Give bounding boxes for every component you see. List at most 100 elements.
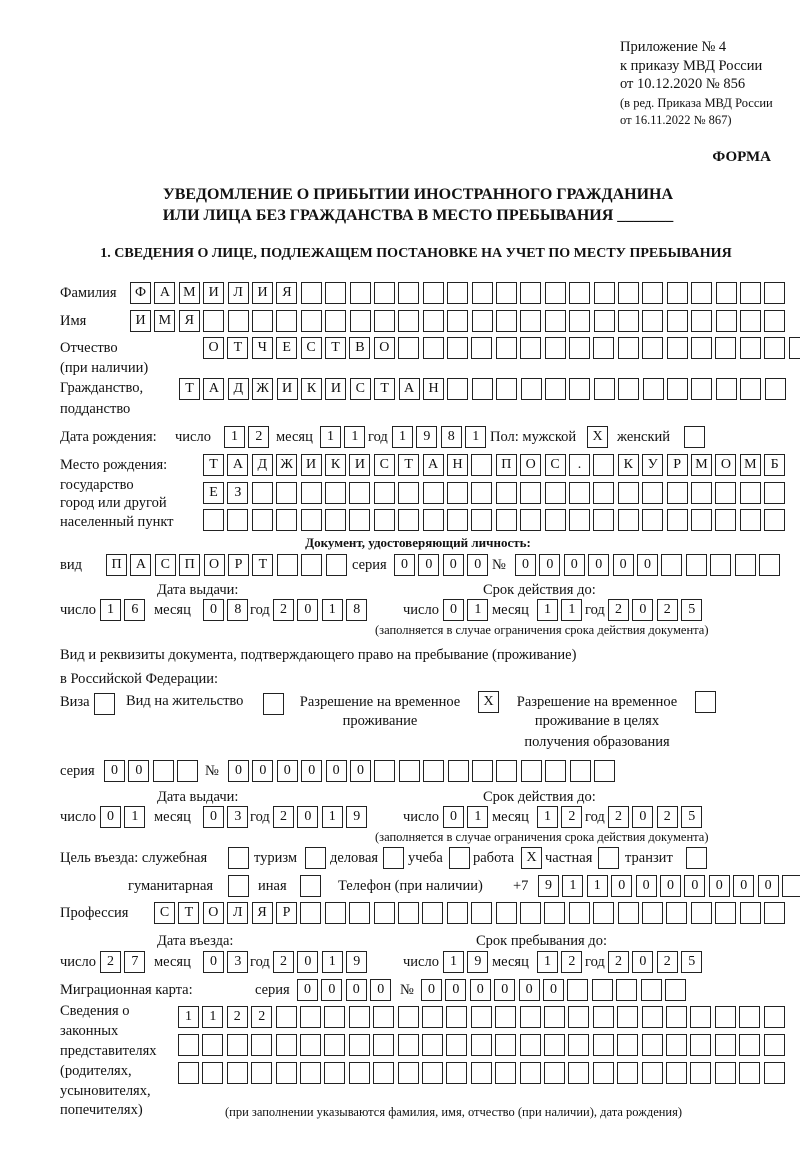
purpose-work-checkbox[interactable]: X (521, 847, 545, 869)
char-box[interactable] (202, 1034, 224, 1056)
char-box[interactable] (374, 760, 396, 782)
char-box[interactable] (470, 1006, 492, 1028)
char-box[interactable]: Т (179, 378, 200, 400)
char-box[interactable] (691, 482, 712, 504)
char-box[interactable] (447, 509, 468, 531)
char-box[interactable] (642, 282, 664, 304)
char-box[interactable] (398, 760, 420, 782)
char-box[interactable]: О (203, 554, 225, 576)
char-box[interactable] (422, 902, 444, 924)
char-box[interactable] (276, 310, 298, 332)
char-box[interactable] (715, 310, 737, 332)
char-box[interactable] (422, 1034, 443, 1056)
char-box[interactable] (447, 378, 469, 400)
char-box[interactable] (373, 1062, 395, 1084)
char-box[interactable]: 2 (226, 1006, 248, 1028)
char-box[interactable] (691, 282, 713, 304)
char-box[interactable] (519, 1062, 541, 1084)
char-box[interactable]: И (300, 454, 322, 476)
char-box[interactable]: 1 (537, 951, 558, 973)
char-box[interactable] (471, 378, 493, 400)
purpose-other-checkbox[interactable] (300, 875, 324, 897)
char-box[interactable]: В (349, 337, 371, 359)
char-box[interactable] (251, 482, 273, 504)
char-box[interactable]: 5 (681, 806, 703, 828)
char-box[interactable]: 0 (684, 875, 706, 897)
char-box[interactable] (471, 902, 493, 924)
char-box[interactable]: Б (764, 454, 786, 476)
char-box[interactable] (593, 454, 615, 476)
char-box[interactable]: К (617, 454, 639, 476)
char-box[interactable] (666, 902, 688, 924)
birthplace-field-3[interactable] (203, 509, 789, 531)
char-box[interactable] (592, 1006, 614, 1028)
char-box[interactable] (666, 1034, 687, 1056)
char-box[interactable] (617, 1006, 639, 1028)
char-box[interactable] (447, 760, 469, 782)
char-box[interactable] (684, 426, 705, 448)
char-box[interactable]: 2 (656, 599, 678, 621)
char-box[interactable] (325, 282, 347, 304)
char-box[interactable]: 2 (608, 951, 629, 973)
char-box[interactable] (373, 1034, 395, 1056)
char-box[interactable] (782, 875, 800, 897)
char-box[interactable] (349, 482, 371, 504)
char-box[interactable]: 1 (321, 951, 343, 973)
char-box[interactable]: 1 (124, 806, 146, 828)
char-box[interactable] (324, 1034, 346, 1056)
char-box[interactable] (641, 1062, 663, 1084)
char-box[interactable]: 1 (100, 599, 121, 621)
char-box[interactable] (642, 902, 663, 924)
char-box[interactable]: 1 (467, 599, 489, 621)
char-box[interactable]: А (422, 454, 444, 476)
char-box[interactable]: 0 (443, 806, 464, 828)
char-box[interactable]: 0 (660, 875, 681, 897)
char-box[interactable] (275, 1034, 297, 1056)
char-box[interactable]: 0 (611, 875, 633, 897)
char-box[interactable] (764, 482, 786, 504)
char-box[interactable] (423, 760, 445, 782)
char-box[interactable]: 2 (251, 1006, 273, 1028)
char-box[interactable]: П (495, 454, 517, 476)
char-box[interactable] (666, 1006, 687, 1028)
char-box[interactable]: 0 (370, 979, 392, 1001)
char-box[interactable]: Ж (276, 454, 298, 476)
char-box[interactable] (228, 875, 249, 897)
char-box[interactable] (616, 979, 638, 1001)
char-box[interactable] (592, 1062, 614, 1084)
char-box[interactable] (685, 554, 707, 576)
char-box[interactable] (495, 1034, 517, 1056)
char-box[interactable] (276, 482, 298, 504)
char-box[interactable]: Т (227, 337, 249, 359)
char-box[interactable] (325, 310, 347, 332)
char-box[interactable] (300, 902, 322, 924)
char-box[interactable] (471, 509, 493, 531)
char-box[interactable]: 0 (443, 599, 464, 621)
char-box[interactable]: 0 (345, 979, 367, 1001)
char-box[interactable]: 9 (416, 426, 438, 448)
char-box[interactable]: И (252, 282, 273, 304)
char-box[interactable] (666, 282, 688, 304)
char-box[interactable] (177, 760, 199, 782)
char-box[interactable]: 1 (321, 599, 343, 621)
char-box[interactable]: . (569, 454, 590, 476)
char-box[interactable] (567, 979, 589, 1001)
char-box[interactable] (373, 1006, 395, 1028)
char-box[interactable] (618, 310, 639, 332)
char-box[interactable]: С (349, 378, 371, 400)
char-box[interactable] (446, 1034, 468, 1056)
char-box[interactable]: 1 (224, 426, 245, 448)
char-box[interactable] (763, 1034, 785, 1056)
char-box[interactable] (447, 337, 468, 359)
